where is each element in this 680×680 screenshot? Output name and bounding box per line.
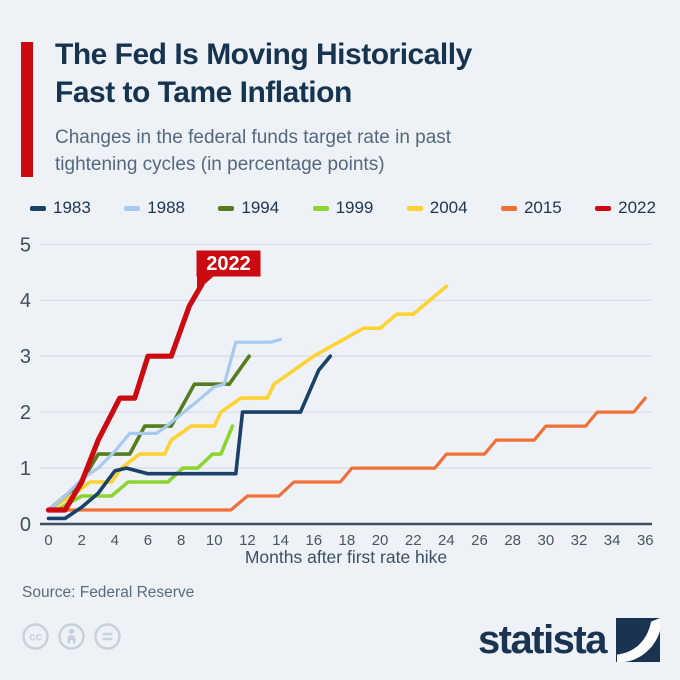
x-tick-label-28: 28 (504, 532, 521, 549)
x-tick-label-30: 30 (537, 532, 554, 549)
title-accent-bar (21, 42, 33, 177)
legend-item-2022: 2022 (595, 198, 656, 218)
legend-label: 1994 (241, 198, 280, 217)
y-tick-label-0: 0 (20, 514, 31, 536)
title-line-1: The Fed Is Moving Historically (55, 38, 472, 71)
legend-label: 1988 (147, 198, 186, 217)
x-tick-label-12: 12 (239, 532, 256, 549)
series-line-2022 (45, 281, 205, 513)
y-tick-label-2: 2 (20, 402, 31, 424)
x-tick-label-0: 0 (44, 532, 52, 549)
attribution-icon[interactable] (57, 622, 86, 651)
annotation-pointer (197, 275, 215, 291)
legend-label: 1983 (53, 198, 91, 217)
chart-subtitle: Changes in the federal funds target rate… (55, 124, 615, 178)
legend-swatch-2004 (406, 205, 423, 211)
license-icons: cc (21, 622, 122, 651)
legend: 1983 1988 1994 1999 2004 2015 2022 (30, 197, 656, 219)
x-tick-label-8: 8 (177, 532, 185, 549)
x-tick-label-4: 4 (111, 532, 119, 549)
annotation-label: 2022 (206, 253, 251, 275)
legend-swatch-1983 (30, 205, 46, 211)
series-line-1983 (46, 354, 333, 521)
legend-swatch-1994 (218, 205, 235, 211)
y-tick-label-5: 5 (20, 234, 31, 256)
x-tick-label-2: 2 (77, 532, 85, 549)
x-tick-label-16: 16 (305, 532, 322, 549)
x-tick-label-32: 32 (571, 532, 588, 549)
legend-label: 2015 (523, 198, 562, 217)
x-axis-title: Months after first rate hike (245, 547, 447, 567)
legend-item-1983: 1983 (30, 198, 91, 218)
x-tick-label-10: 10 (206, 532, 223, 549)
line-chart: 0 1 2 3 4 5 0 2 4 6 8 10 12 14 16 18 20 22 24 26 28 30 32 34 36 M… (0, 230, 680, 570)
legend-item-2015: 2015 (500, 198, 562, 218)
statista-wordmark: statista (477, 618, 608, 662)
source-note: Source: Federal Reserve (22, 584, 195, 601)
x-tick-label-24: 24 (438, 532, 455, 549)
legend-label: 1999 (335, 198, 374, 217)
y-tick-label-1: 1 (20, 458, 31, 480)
legend-swatch-2022 (595, 205, 612, 211)
statista-logo-mark (616, 618, 660, 662)
legend-item-1994: 1994 (218, 198, 279, 218)
legend-swatch-2015 (500, 205, 517, 211)
x-tick-label-6: 6 (144, 532, 152, 549)
x-tick-label-36: 36 (637, 532, 654, 549)
x-tick-label-18: 18 (339, 532, 356, 549)
x-tick-label-14: 14 (272, 532, 289, 549)
x-tick-label-34: 34 (604, 532, 621, 549)
annotation-box (196, 250, 261, 277)
y-tick-label-3: 3 (20, 346, 31, 368)
legend-item-1999: 1999 (312, 198, 374, 218)
subtitle-line-1: Changes in the federal funds target rate… (55, 127, 452, 148)
svg-text:cc: cc (29, 632, 42, 644)
legend-swatch-1999 (312, 205, 329, 211)
series-line-2015 (46, 396, 647, 512)
legend-item-2004: 2004 (406, 198, 468, 218)
statista-logo[interactable]: statista (478, 618, 660, 662)
legend-item-1988: 1988 (124, 198, 185, 218)
page-title: The Fed Is Moving Historically Fast to T… (55, 36, 655, 112)
x-tick-label-26: 26 (471, 532, 488, 549)
series-line-2004 (46, 284, 449, 512)
cc-icon[interactable]: cc (21, 622, 50, 651)
legend-swatch-1988 (124, 205, 141, 211)
subtitle-line-2: tightening cycles (in percentage points) (55, 154, 385, 175)
equal-icon[interactable] (93, 622, 122, 651)
y-tick-label-4: 4 (20, 290, 31, 312)
x-tick-label-22: 22 (405, 532, 422, 549)
legend-label: 2004 (429, 198, 468, 217)
legend-label: 2022 (618, 198, 656, 217)
x-tick-label-20: 20 (372, 532, 389, 549)
title-line-2: Fast to Tame Inflation (55, 76, 352, 109)
